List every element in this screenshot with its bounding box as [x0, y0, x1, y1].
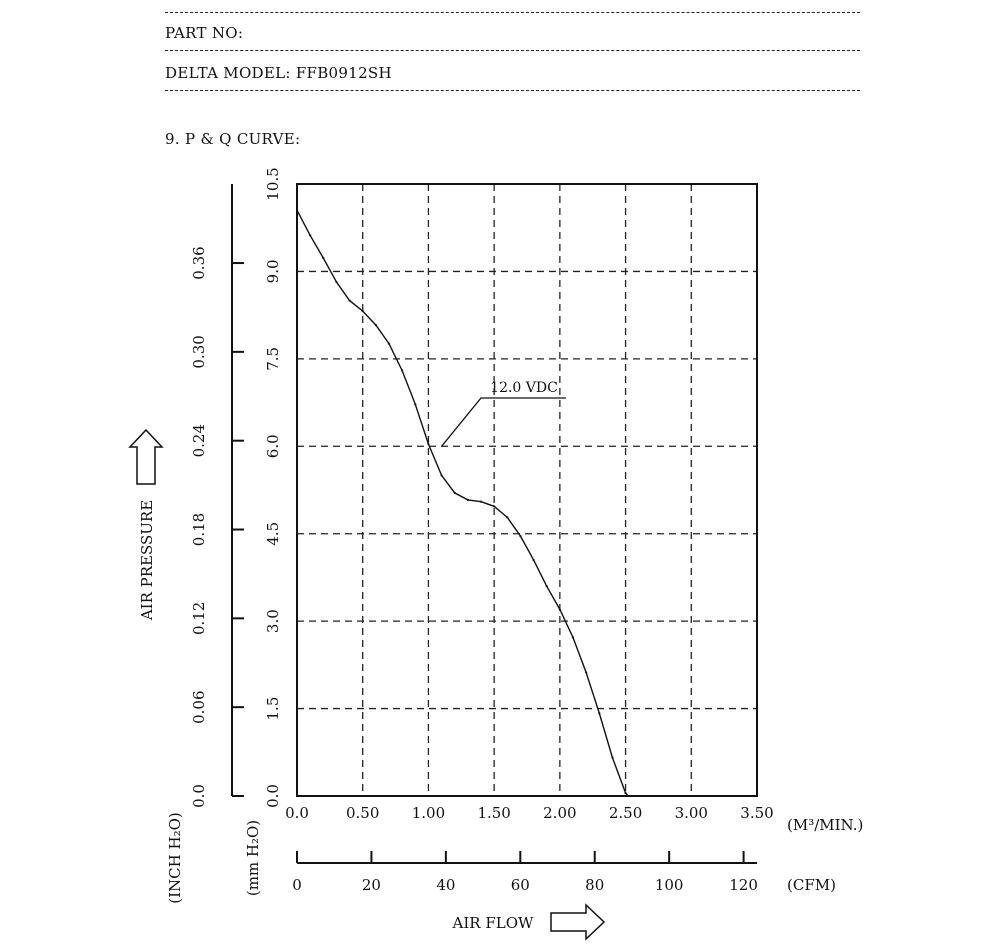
x-tick-label: 0.0	[285, 804, 309, 822]
y-axis-title: AIR PRESSURE	[138, 500, 156, 621]
cfm-tick-label: 20	[362, 876, 381, 894]
chart-axes	[231, 184, 757, 864]
y-unit-mm-label: (mm H₂O)	[244, 820, 262, 896]
x-tick-label: 2.50	[609, 804, 642, 822]
header-rule-bottom	[165, 90, 860, 91]
y-tick-label: 9.0	[264, 259, 282, 283]
inch-tick-label: 0.24	[190, 424, 208, 457]
pq-curve-line	[296, 209, 629, 797]
y-tick-label: 3.0	[264, 609, 282, 633]
chart-labels: 0.0 0.50 1.00 1.50 2.00 2.50 3.00 3.50(M³/MIN.)…	[128, 167, 863, 941]
annotation-leader	[441, 397, 566, 447]
x-tick-label: 3.00	[675, 804, 708, 822]
arrow-up-icon	[128, 428, 164, 485]
x-tick-label: 1.00	[412, 804, 445, 822]
cfm-tick-label: 100	[655, 876, 684, 894]
cfm-tick-label: 40	[436, 876, 455, 894]
inch-tick-label: 0.30	[190, 335, 208, 368]
y-tick-label: 6.0	[264, 434, 282, 458]
inch-tick-label: 0.12	[190, 602, 208, 635]
x-tick-label: 3.50	[740, 804, 773, 822]
header-rule-middle	[165, 50, 860, 51]
inch-tick-label: 0.0	[190, 784, 208, 808]
header-rule-top	[165, 12, 860, 13]
arrow-right-icon	[550, 903, 606, 941]
inch-tick-label: 0.06	[190, 690, 208, 723]
x-axis-title: AIR FLOW	[452, 914, 534, 932]
x-tick-label: 1.50	[477, 804, 510, 822]
model-label: DELTA MODEL: FFB0912SH	[165, 64, 392, 82]
section-title: 9. P & Q CURVE:	[165, 130, 301, 148]
y-tick-label: 0.0	[264, 784, 282, 808]
cfm-tick-label: 60	[511, 876, 530, 894]
x-unit-cfm-label: (CFM)	[787, 876, 836, 894]
chart-series	[295, 209, 630, 798]
inch-tick-label: 0.36	[190, 246, 208, 279]
y-tick-label: 7.5	[264, 347, 282, 371]
y-tick-label: 4.5	[264, 522, 282, 546]
y-unit-inch-label: (INCH H₂O)	[166, 812, 184, 903]
cfm-tick-label: 120	[729, 876, 758, 894]
y-tick-label: 10.5	[264, 167, 282, 200]
x-tick-label: 2.00	[543, 804, 576, 822]
plot-frame	[296, 183, 758, 797]
inch-tick-label: 0.18	[190, 513, 208, 546]
y-tick-label: 1.5	[264, 697, 282, 721]
cfm-tick-label: 80	[585, 876, 604, 894]
chart-grid	[297, 184, 757, 796]
annotation-label: 12.0 VDC	[490, 380, 558, 396]
part-number-label: PART NO:	[165, 24, 244, 42]
x-unit-m3-label: (M³/MIN.)	[787, 816, 863, 834]
x-tick-label: 0.50	[346, 804, 379, 822]
cfm-tick-label: 0	[292, 876, 302, 894]
